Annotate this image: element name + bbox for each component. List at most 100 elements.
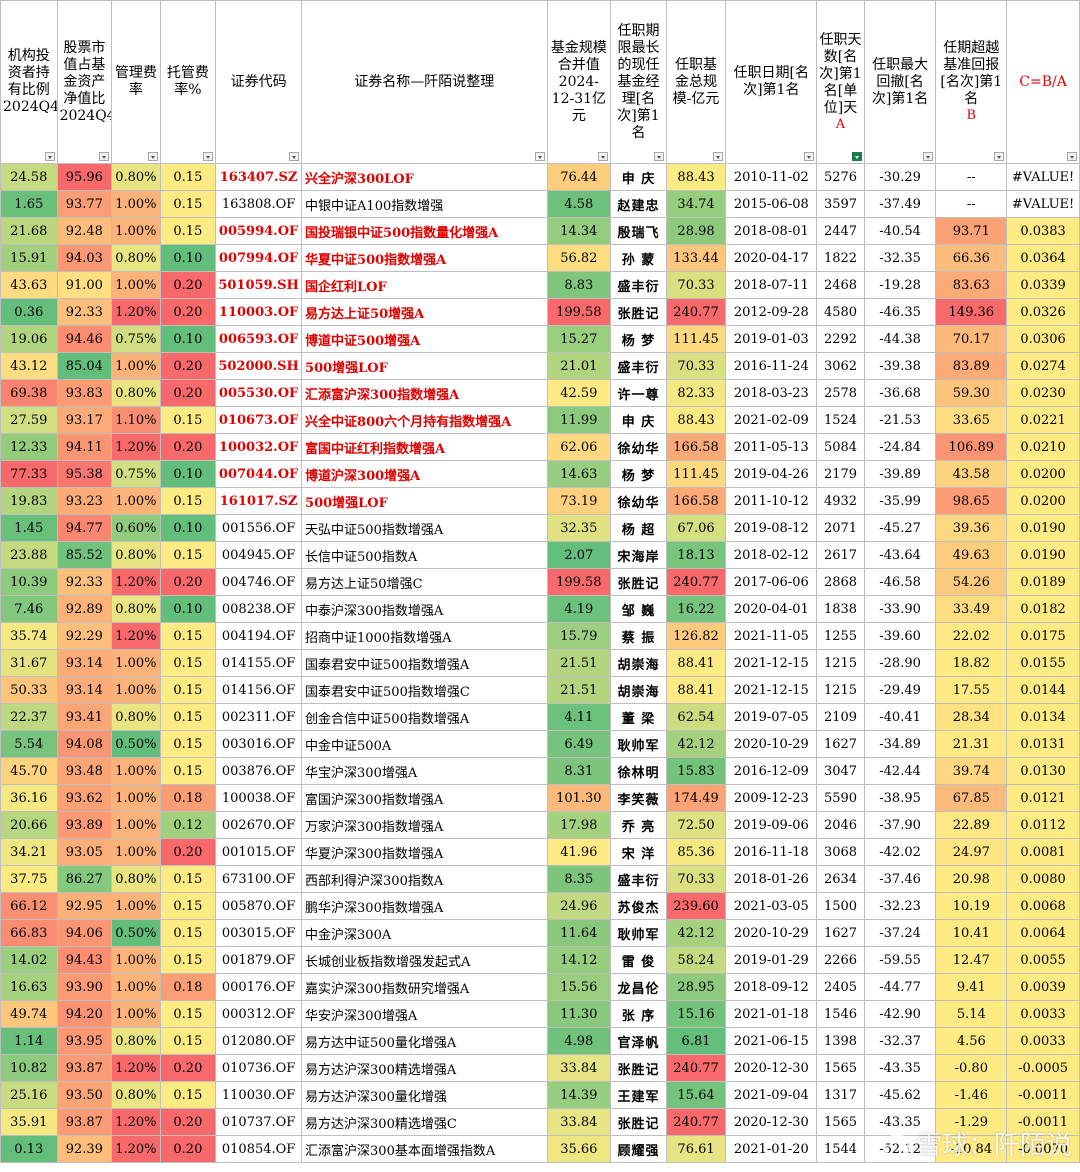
column-header-11[interactable]: 任职最大回撤[名次]第1名 <box>863 0 937 164</box>
manager-aum-cell[interactable]: 67.06 <box>665 514 727 542</box>
max-drawdown-cell[interactable]: -35.99 <box>863 487 937 515</box>
manager-cell[interactable]: 张胜记 <box>610 568 667 596</box>
excess-return-cell[interactable]: -0.80 <box>935 1054 1008 1082</box>
excess-return-cell[interactable]: 9.41 <box>935 973 1008 1001</box>
table-row[interactable]: 31.67 93.14 1.00% 0.15 014155.OF 国泰君安中证500指数增… <box>0 649 1080 677</box>
inst-holding-cell[interactable]: 7.46 <box>0 595 58 623</box>
inst-holding-cell[interactable]: 66.12 <box>0 892 58 920</box>
ratio-cell[interactable]: 0.0121 <box>1006 784 1080 812</box>
manager-aum-cell[interactable]: 18.13 <box>665 541 727 569</box>
manager-cell[interactable]: 申 庆 <box>610 163 667 191</box>
max-drawdown-cell[interactable]: -42.02 <box>863 838 937 866</box>
filter-dropdown-icon[interactable] <box>534 152 545 161</box>
manager-aum-cell[interactable]: 70.33 <box>665 271 727 299</box>
code-cell[interactable]: 005994.OF <box>215 217 303 245</box>
manager-aum-cell[interactable]: 85.36 <box>665 838 727 866</box>
code-cell[interactable]: 000176.OF <box>215 973 303 1001</box>
inst-holding-cell[interactable]: 10.39 <box>0 568 58 596</box>
ratio-cell[interactable]: -0.0011 <box>1006 1108 1080 1136</box>
mgmt-fee-cell[interactable]: 0.80% <box>111 163 161 191</box>
table-row[interactable]: 12.33 94.11 1.20% 0.20 100032.OF 富国中证红利指数增强A 6… <box>0 433 1080 461</box>
fund-size-cell[interactable]: 15.79 <box>546 622 612 650</box>
tenure-days-cell[interactable]: 1565 <box>816 1054 865 1082</box>
name-cell[interactable]: 富国中证红利指数增强A <box>301 433 548 461</box>
column-header-7[interactable]: 任职期限最长的现任基金经理[名次]第1名 <box>610 0 667 164</box>
manager-cell[interactable]: 官泽帆 <box>610 1027 667 1055</box>
custody-fee-cell[interactable]: 0.20 <box>159 1135 217 1163</box>
table-row[interactable]: 19.06 94.46 0.75% 0.10 006593.OF 博道中证500增强A 15… <box>0 325 1080 353</box>
fund-size-cell[interactable]: 14.63 <box>546 460 612 488</box>
code-cell[interactable]: 010673.OF <box>215 406 303 434</box>
custody-fee-cell[interactable]: 0.12 <box>159 811 217 839</box>
name-cell[interactable]: 西部利得沪深300指数A <box>301 865 548 893</box>
code-cell[interactable]: 012080.OF <box>215 1027 303 1055</box>
name-cell[interactable]: 华夏中证500指数增强A <box>301 244 548 272</box>
code-cell[interactable]: 100032.OF <box>215 433 303 461</box>
name-cell[interactable]: 500增强LOF <box>301 487 548 515</box>
inst-holding-cell[interactable]: 15.91 <box>0 244 58 272</box>
stock-ratio-cell[interactable]: 93.62 <box>56 784 113 812</box>
fund-size-cell[interactable]: 11.30 <box>546 1000 612 1028</box>
start-date-cell[interactable]: 2017-06-06 <box>725 568 818 596</box>
custody-fee-cell[interactable]: 0.20 <box>159 1108 217 1136</box>
fund-size-cell[interactable]: 15.27 <box>546 325 612 353</box>
manager-cell[interactable]: 董 梁 <box>610 703 667 731</box>
start-date-cell[interactable]: 2021-12-15 <box>725 676 818 704</box>
name-cell[interactable]: 长城创业板指数增强发起式A <box>301 946 548 974</box>
max-drawdown-cell[interactable]: -45.62 <box>863 1081 937 1109</box>
mgmt-fee-cell[interactable]: 1.20% <box>111 1054 161 1082</box>
custody-fee-cell[interactable]: 0.15 <box>159 1081 217 1109</box>
manager-aum-cell[interactable]: 240.77 <box>665 1108 727 1136</box>
start-date-cell[interactable]: 2016-11-24 <box>725 352 818 380</box>
manager-aum-cell[interactable]: 240.77 <box>665 568 727 596</box>
mgmt-fee-cell[interactable]: 1.00% <box>111 946 161 974</box>
excess-return-cell[interactable]: 93.71 <box>935 217 1008 245</box>
inst-holding-cell[interactable]: 1.14 <box>0 1027 58 1055</box>
manager-aum-cell[interactable]: 126.82 <box>665 622 727 650</box>
tenure-days-cell[interactable]: 1565 <box>816 1108 865 1136</box>
name-cell[interactable]: 国投瑞银中证500指数量化增强A <box>301 217 548 245</box>
custody-fee-cell[interactable]: 0.15 <box>159 892 217 920</box>
custody-fee-cell[interactable]: 0.15 <box>159 163 217 191</box>
table-row[interactable]: 1.14 93.95 0.80% 0.15 012080.OF 易方达中证500量化增强A… <box>0 1027 1080 1055</box>
manager-cell[interactable]: 蔡 振 <box>610 622 667 650</box>
excess-return-cell[interactable]: 24.97 <box>935 838 1008 866</box>
manager-cell[interactable]: 盛丰衍 <box>610 352 667 380</box>
tenure-days-cell[interactable]: 5084 <box>816 433 865 461</box>
manager-cell[interactable]: 杨 梦 <box>610 460 667 488</box>
start-date-cell[interactable]: 2020-10-29 <box>725 919 818 947</box>
max-drawdown-cell[interactable]: -36.68 <box>863 379 937 407</box>
mgmt-fee-cell[interactable]: 1.00% <box>111 649 161 677</box>
tenure-days-cell[interactable]: 2578 <box>816 379 865 407</box>
max-drawdown-cell[interactable]: -19.28 <box>863 271 937 299</box>
custody-fee-cell[interactable]: 0.15 <box>159 946 217 974</box>
name-cell[interactable]: 兴全中证800六个月持有指数增强A <box>301 406 548 434</box>
excess-return-cell[interactable]: 22.02 <box>935 622 1008 650</box>
ratio-cell[interactable]: 0.0134 <box>1006 703 1080 731</box>
code-cell[interactable]: 100038.OF <box>215 784 303 812</box>
code-cell[interactable]: 163407.SZ <box>215 163 303 191</box>
tenure-days-cell[interactable]: 2634 <box>816 865 865 893</box>
table-row[interactable]: 14.02 94.43 1.00% 0.15 001879.OF 长城创业板指数增强发起式… <box>0 946 1080 974</box>
start-date-cell[interactable]: 2019-08-12 <box>725 514 818 542</box>
stock-ratio-cell[interactable]: 94.43 <box>56 946 113 974</box>
manager-aum-cell[interactable]: 16.22 <box>665 595 727 623</box>
code-cell[interactable]: 005870.OF <box>215 892 303 920</box>
fund-size-cell[interactable]: 33.84 <box>546 1054 612 1082</box>
start-date-cell[interactable]: 2021-01-20 <box>725 1135 818 1163</box>
custody-fee-cell[interactable]: 0.15 <box>159 541 217 569</box>
fund-size-cell[interactable]: 14.34 <box>546 217 612 245</box>
tenure-days-cell[interactable]: 2468 <box>816 271 865 299</box>
fund-size-cell[interactable]: 76.44 <box>546 163 612 191</box>
max-drawdown-cell[interactable]: -39.89 <box>863 460 937 488</box>
name-cell[interactable]: 招商中证1000指数增强A <box>301 622 548 650</box>
custody-fee-cell[interactable]: 0.10 <box>159 460 217 488</box>
filter-dropdown-icon[interactable] <box>653 152 664 161</box>
mgmt-fee-cell[interactable]: 1.00% <box>111 811 161 839</box>
manager-cell[interactable]: 杨 超 <box>610 514 667 542</box>
stock-ratio-cell[interactable]: 92.33 <box>56 568 113 596</box>
fund-size-cell[interactable]: 199.58 <box>546 298 612 326</box>
manager-cell[interactable]: 耿帅军 <box>610 919 667 947</box>
name-cell[interactable]: 鹏华沪深300指数增强A <box>301 892 548 920</box>
excess-return-cell[interactable]: 20.98 <box>935 865 1008 893</box>
